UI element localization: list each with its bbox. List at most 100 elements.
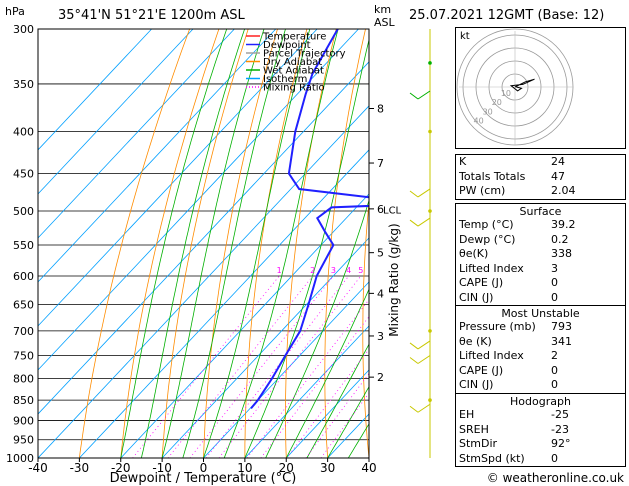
km-tick-label: 3 bbox=[377, 330, 384, 343]
surface-title: Surface bbox=[519, 205, 562, 218]
hodograph-table-title: Hodograph bbox=[510, 395, 571, 408]
copyright-label: © weatheronline.co.uk bbox=[487, 471, 624, 485]
dry-adiabat-line bbox=[79, 29, 190, 458]
barb-dot bbox=[428, 209, 432, 213]
hodograph-stat-row: SREH -23 bbox=[456, 423, 625, 438]
dry-adiabat-line bbox=[120, 29, 220, 458]
hodograph-frame bbox=[455, 27, 626, 149]
dry-adiabat-line bbox=[244, 29, 308, 458]
mixing-ratio-axis-title: Mixing Ratio (g/kg) bbox=[387, 223, 401, 336]
surface-label: CIN (J) bbox=[459, 290, 494, 304]
km-tick-label: 5 bbox=[377, 247, 384, 260]
wind-barb bbox=[409, 188, 431, 198]
hodograph-stat-row: StmSpd (kt) 0 bbox=[456, 452, 625, 467]
most-unstable-title: Most Unstable bbox=[501, 307, 580, 320]
x-tick-label: 40 bbox=[361, 461, 376, 475]
km-tick-label: 4 bbox=[377, 287, 384, 300]
most-unstable-table: Most Unstable Pressure (mb) 793 θe (K) 341 L… bbox=[455, 305, 626, 394]
isotherm-line bbox=[38, 61, 369, 415]
isotherm-line bbox=[161, 237, 369, 458]
hodograph-trace bbox=[509, 78, 535, 92]
pressure-tick-label: 950 bbox=[13, 434, 34, 447]
hpa-label: hPa bbox=[5, 5, 25, 18]
isotherm-line bbox=[244, 325, 369, 458]
lcl-label: LCL bbox=[383, 206, 402, 217]
wind-barb bbox=[409, 217, 431, 227]
wind-barb bbox=[409, 403, 431, 413]
dry-adiabat-line bbox=[161, 29, 249, 458]
wet-adiabat-line bbox=[203, 29, 311, 458]
mixing-ratio-label: 3 bbox=[331, 266, 336, 275]
pressure-tick-label: 500 bbox=[13, 205, 34, 218]
km-tick-label: 8 bbox=[377, 103, 384, 116]
dry-adiabat-line bbox=[400, 29, 425, 458]
surface-value: 0.2 bbox=[551, 232, 569, 246]
x-tick-label: 30 bbox=[320, 461, 335, 475]
hodograph-stat-label: EH bbox=[459, 408, 475, 421]
most-unstable-value: 0 bbox=[551, 363, 558, 377]
most-unstable-label: Lifted Index bbox=[459, 349, 524, 362]
x-tick-label: -20 bbox=[111, 461, 131, 475]
surface-label: CAPE (J) bbox=[459, 276, 504, 289]
isotherm-line bbox=[285, 369, 369, 458]
x-axis-title: Dewpoint / Temperature (°C) bbox=[110, 471, 297, 486]
surface-row: θe(K) 338 bbox=[456, 247, 625, 262]
legend-label: Dry Adiabat bbox=[263, 57, 322, 68]
km-tick-label: 7 bbox=[377, 157, 384, 170]
legend-label: Dewpoint bbox=[263, 40, 311, 51]
most-unstable-value: 341 bbox=[551, 334, 572, 348]
hodograph-table: Hodograph EH -25 SREH -23 StmDir 92° StmSpd (k… bbox=[455, 393, 626, 467]
wind-barb bbox=[409, 355, 431, 364]
km-label: km bbox=[374, 3, 391, 16]
km-tick-label: 6 bbox=[377, 203, 384, 216]
surface-value: 39.2 bbox=[551, 218, 576, 231]
mixing-ratio-label: 15 bbox=[420, 266, 430, 275]
dry-adiabat-line bbox=[435, 29, 453, 458]
wet-adiabat-line bbox=[141, 29, 245, 458]
pressure-tick-label: 450 bbox=[13, 167, 34, 180]
pressure-tick-label: 550 bbox=[13, 239, 34, 252]
surface-value: 0 bbox=[551, 290, 558, 304]
parcel-trajectory-line bbox=[406, 29, 442, 408]
most-unstable-value: 0 bbox=[551, 378, 558, 391]
mixing-ratio-label: 20 bbox=[438, 266, 448, 275]
pressure-tick-label: 800 bbox=[13, 372, 34, 385]
most-unstable-value: 793 bbox=[551, 320, 572, 333]
index-label: Totals Totals bbox=[459, 169, 526, 183]
index-row: PW (cm) 2.04 bbox=[456, 184, 625, 199]
barb-dot bbox=[428, 398, 432, 402]
surface-label: Temp (°C) bbox=[459, 218, 514, 231]
dry-adiabat-line bbox=[324, 29, 366, 458]
wet-adiabat-line bbox=[161, 29, 265, 458]
barb-dot bbox=[428, 329, 432, 333]
dewpoint-line bbox=[250, 29, 369, 410]
skewt-profiles: 12345810152025 bbox=[250, 29, 448, 458]
surface-row: Lifted Index 3 bbox=[456, 262, 625, 277]
hodograph-stat-row: EH -25 bbox=[456, 408, 625, 423]
pressure-tick-label: 400 bbox=[13, 126, 34, 139]
wind-barbs bbox=[409, 29, 432, 458]
x-tick-label: 20 bbox=[279, 461, 294, 475]
pressure-tick-label: 900 bbox=[13, 414, 34, 427]
index-label: PW (cm) bbox=[459, 184, 506, 197]
x-tick-label: 0 bbox=[200, 461, 208, 475]
barb-dot bbox=[428, 61, 432, 65]
hodograph-ring-label: 20 bbox=[492, 98, 502, 107]
mixing-ratio-line bbox=[218, 275, 362, 458]
isotherm-line bbox=[79, 149, 369, 458]
mixing-ratio-label: 5 bbox=[358, 266, 363, 275]
pressure-tick-label: 350 bbox=[13, 78, 34, 91]
surface-label: Dewp (°C) bbox=[459, 232, 516, 246]
surface-table: Surface Temp (°C) 39.2 Dewp (°C) 0.2 θe(K) 33… bbox=[455, 203, 626, 306]
wind-barb bbox=[409, 90, 431, 100]
surface-row: CAPE (J) 0 bbox=[456, 276, 625, 291]
hodograph-stat-value: -23 bbox=[551, 422, 569, 436]
surface-value: 3 bbox=[551, 261, 558, 275]
hodograph-ring-label: 10 bbox=[501, 89, 511, 98]
wet-adiabat-line bbox=[306, 343, 369, 458]
mixing-ratio-line bbox=[132, 275, 280, 458]
hodograph-stat-label: StmDir bbox=[459, 437, 498, 450]
